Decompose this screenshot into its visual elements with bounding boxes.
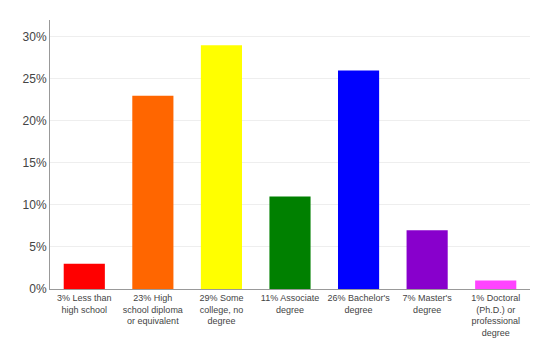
svg-text:15%: 15% xyxy=(23,156,47,170)
svg-text:23% Highschool diplomaor equiv: 23% Highschool diplomaor equivalent xyxy=(123,293,183,326)
svg-text:1% Doctoral(Ph.D.) orprofessio: 1% Doctoral(Ph.D.) orprofessionaldegree xyxy=(471,293,520,338)
svg-text:25%: 25% xyxy=(23,72,47,86)
svg-text:30%: 30% xyxy=(23,30,47,44)
svg-text:7% Master'sdegree: 7% Master'sdegree xyxy=(403,293,453,315)
svg-text:26% Bachelor'sdegree: 26% Bachelor'sdegree xyxy=(327,293,390,315)
svg-text:3% Less thanhigh school: 3% Less thanhigh school xyxy=(57,293,112,315)
svg-text:10%: 10% xyxy=(23,198,47,212)
svg-text:5%: 5% xyxy=(29,240,47,254)
svg-text:0%: 0% xyxy=(29,282,47,296)
svg-text:29% Somecollege, nodegree: 29% Somecollege, nodegree xyxy=(199,293,243,326)
svg-text:11% Associatedegree: 11% Associatedegree xyxy=(261,293,319,315)
svg-text:20%: 20% xyxy=(23,114,47,128)
